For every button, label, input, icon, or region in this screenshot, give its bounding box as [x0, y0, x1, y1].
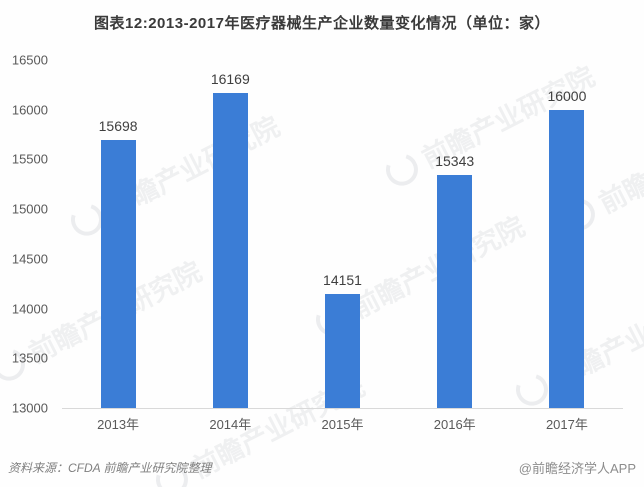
bar-slot-2015年: 14151 — [286, 60, 398, 408]
y-tick-label: 16500 — [11, 52, 48, 68]
plot-area: 15698 16169 14151 15343 16000 — [62, 60, 623, 409]
bar-value-label: 15698 — [98, 117, 138, 134]
y-tick-label: 16000 — [11, 102, 48, 118]
bar-slot-2013年: 15698 — [62, 60, 174, 408]
bar-value-label: 15343 — [435, 153, 475, 170]
chart-footer: 资料来源：CFDA 前瞻产业研究院整理 @前瞻经济学人APP — [0, 458, 644, 477]
x-tick-label-2016年: 2016年 — [433, 417, 476, 432]
chart-title: 图表12:2013-2017年医疗器械生产企业数量变化情况（单位：家） — [94, 15, 550, 32]
x-axis: 2013年 2014年 2015年 2016年 2017年 — [62, 414, 623, 433]
bar-slot-2014年: 16169 — [174, 60, 286, 408]
x-tick-label-2017年: 2017年 — [545, 417, 588, 432]
bar-slot-2017年: 16000 — [511, 60, 623, 408]
y-tick-label: 14500 — [11, 251, 48, 267]
y-tick-label: 13000 — [11, 400, 48, 416]
bar-2016年 — [437, 175, 473, 408]
y-tick-label: 14000 — [11, 301, 48, 317]
bar-2013年 — [100, 139, 136, 408]
bar-2015年 — [325, 293, 360, 408]
x-tick-label-2013年: 2013年 — [97, 417, 140, 432]
y-tick-label: 15500 — [11, 151, 48, 167]
bar-value-label: 14151 — [323, 271, 362, 288]
bar-slot-2016年: 15343 — [399, 60, 511, 408]
app-credit: @前瞻经济学人APP — [518, 461, 636, 476]
x-tick-label-2015年: 2015年 — [321, 417, 364, 432]
y-tick-label: 13500 — [11, 350, 48, 366]
x-tick-label-2014年: 2014年 — [209, 417, 252, 432]
bar-2014年 — [212, 92, 248, 408]
y-tick-label: 15000 — [11, 201, 48, 217]
bar-2017年 — [549, 109, 585, 408]
y-axis: 16500 16000 15500 15000 14500 14000 13500 13000 — [0, 0, 50, 487]
source-note: 资料来源：CFDA 前瞻产业研究院整理 — [8, 461, 212, 475]
bar-value-label: 16000 — [547, 87, 587, 104]
bar-value-label: 16169 — [210, 70, 250, 87]
